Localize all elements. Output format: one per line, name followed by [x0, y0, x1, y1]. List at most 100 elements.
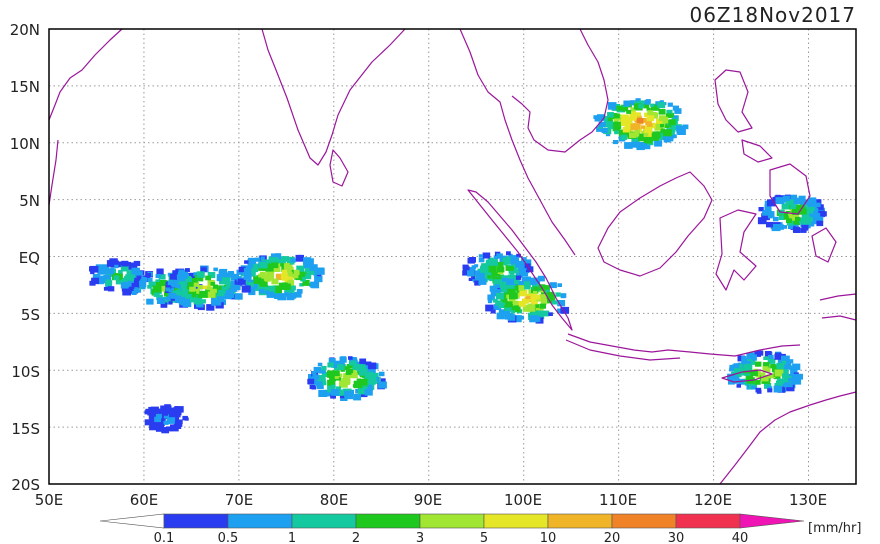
precip-pixel [219, 293, 225, 298]
precip-pixel [534, 294, 541, 300]
lat-label: EQ [19, 249, 40, 267]
coast-luzon [714, 69, 753, 133]
precip-pixel [736, 384, 741, 388]
precip-pixel [259, 261, 268, 269]
precip-pixel [788, 224, 794, 229]
precip-pixel [163, 414, 169, 419]
precip-pixel [296, 289, 303, 294]
precip-pixel [635, 98, 641, 103]
precip-pixel [293, 269, 300, 275]
precip-pixel [816, 220, 824, 227]
precip-pixel [356, 378, 362, 382]
precip-pixel [240, 272, 246, 277]
precip-pixel [624, 142, 633, 149]
precip-pixel [741, 356, 747, 360]
precip-pixel [289, 260, 295, 265]
precip-pixel [767, 359, 774, 364]
precip-pixel [764, 351, 772, 357]
precip-pixel [633, 103, 642, 110]
precip-pixel [764, 204, 772, 210]
precip-pixel [801, 213, 810, 220]
colorbar-tick: 1 [288, 531, 296, 544]
precip-pixel [185, 268, 190, 272]
precip-pixel [792, 226, 800, 233]
precip-pixel [487, 294, 495, 301]
precip-pixel [636, 117, 644, 124]
precip-pixel [788, 378, 793, 382]
lon-label: 120E [694, 491, 732, 509]
precip-pixel [281, 269, 287, 274]
precip-pixel [481, 263, 490, 271]
precip-pixel [348, 356, 353, 360]
lat-label: 15S [11, 420, 40, 438]
precip-pixel [782, 225, 787, 229]
precip-pixel [192, 281, 200, 287]
lon-label: 70E [225, 491, 254, 509]
precip-pixel [128, 276, 134, 281]
precip-pixel [741, 358, 748, 364]
precip-pixel [217, 289, 223, 295]
precip-pixel [215, 301, 222, 306]
precip-pixel [798, 217, 807, 224]
precip-pixel [321, 365, 327, 371]
precip-pixel [640, 118, 647, 123]
precip-pixel [626, 109, 632, 114]
precip-pixel [762, 215, 768, 220]
precip-pixel [341, 378, 350, 385]
precip-pixel [190, 275, 195, 279]
precip-pixel [613, 113, 620, 119]
precip-pixel [743, 364, 751, 371]
precip-pixel [789, 204, 798, 211]
coast-mindanao [769, 163, 811, 215]
precip-pixel [475, 280, 480, 285]
precip-pixel [607, 112, 614, 118]
precip-pixel [462, 264, 469, 270]
precip-pixel [607, 117, 613, 122]
coast-halmahera [811, 227, 837, 263]
precip-pixel [328, 358, 336, 364]
colorbar-tick: 30 [668, 531, 685, 544]
precip-pixel [313, 366, 321, 373]
precip-pixel [762, 362, 770, 368]
precip-pixel [532, 286, 539, 291]
precip-pixel [510, 310, 515, 314]
precip-pixel [147, 277, 153, 282]
map-area [48, 28, 857, 485]
precip-pixel [635, 112, 641, 117]
precip-pixel [559, 300, 565, 306]
precip-pixel [206, 304, 215, 311]
precip-pixel [755, 373, 761, 378]
precip-pixel [166, 417, 176, 424]
precip-pixel [644, 99, 651, 105]
precip-pixel [488, 265, 497, 273]
precip-pixel [90, 265, 99, 273]
precip-pixel [482, 252, 491, 259]
precip-pixel [205, 275, 211, 281]
precip-pixel [519, 315, 524, 320]
precip-pixel [211, 297, 220, 305]
precip-pixel [624, 122, 634, 130]
coast-myanmar-malaya [459, 28, 576, 256]
precip-pixel [249, 265, 259, 273]
precip-pixel [766, 374, 772, 379]
precip-pixel [103, 287, 109, 291]
precip-pixel [643, 103, 650, 109]
precip-pixel [119, 279, 125, 284]
precip-pixel [200, 299, 206, 304]
precip-pixel [338, 361, 345, 367]
coast-srilanka [329, 149, 349, 187]
precip-pixel [216, 274, 226, 282]
precip-pixel [202, 285, 207, 289]
precip-pixel [224, 272, 231, 278]
precip-pixel [613, 140, 619, 145]
coast-timor [721, 369, 773, 383]
precip-pixel [555, 292, 561, 297]
precip-pixel [495, 284, 500, 288]
precip-pixel [491, 289, 501, 297]
precip-pixel [312, 375, 319, 380]
precip-pixel [241, 285, 251, 293]
precip-pixel [497, 261, 504, 267]
precip-pixel [788, 359, 794, 364]
precip-pixel [772, 216, 779, 222]
